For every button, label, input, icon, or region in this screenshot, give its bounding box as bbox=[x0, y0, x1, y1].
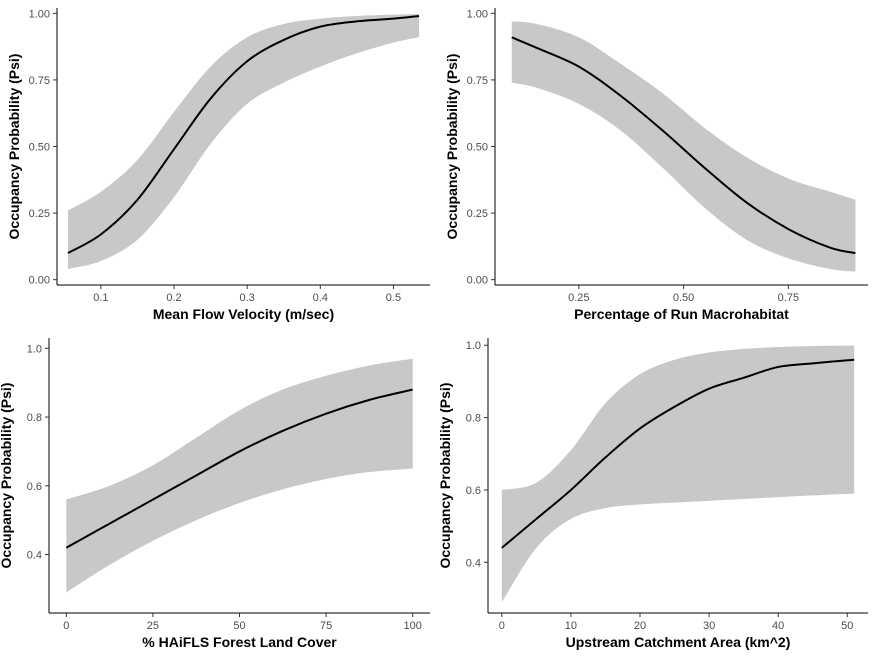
x-tick-label: 0 bbox=[63, 620, 69, 632]
panel-4: 0 10 20 30 40 50 0.4 0.6 0.8 1.0 Upstream Catchmen… bbox=[437, 338, 868, 650]
confidence-ribbon bbox=[66, 358, 413, 593]
y-tick-label: 0.8 bbox=[466, 413, 481, 425]
y-tick-label: 0.25 bbox=[467, 208, 488, 220]
panel-1: 0.1 0.2 0.3 0.4 0.5 0.00 0.25 0.50 0.75 1.00 Mean … bbox=[6, 8, 430, 322]
y-tick-label: 0.4 bbox=[27, 550, 42, 562]
y-axis-title: Occupancy Probability (Psi) bbox=[0, 383, 14, 569]
confidence-ribbon bbox=[67, 14, 420, 270]
x-tick-label: 0.1 bbox=[93, 292, 108, 304]
y-tick-label: 0.4 bbox=[466, 557, 481, 569]
y-tick-label: 0.25 bbox=[29, 208, 50, 220]
y-tick-label: 0.50 bbox=[467, 142, 488, 154]
y-tick-label: 0.75 bbox=[467, 75, 488, 87]
x-axis-title: Upstream Catchment Area (km^2) bbox=[566, 634, 791, 650]
y-tick-label: 0.00 bbox=[467, 275, 488, 287]
confidence-ribbon bbox=[511, 21, 856, 272]
x-tick-label: 0.5 bbox=[386, 292, 401, 304]
confidence-ribbon bbox=[501, 345, 855, 603]
x-tick-label: 0.50 bbox=[673, 292, 694, 304]
x-axis-title: % HAiFLS Forest Land Cover bbox=[142, 634, 337, 650]
fitted-line bbox=[501, 358, 855, 549]
y-tick-label: 0.6 bbox=[466, 485, 481, 497]
x-tick-label: 40 bbox=[772, 620, 784, 632]
x-tick-label: 0.25 bbox=[568, 292, 589, 304]
panel-3: 0 25 50 75 100 0.4 0.6 0.8 1.0 % HAiFLS Forest La… bbox=[0, 338, 430, 650]
x-tick-label: 75 bbox=[320, 620, 332, 632]
x-tick-label: 50 bbox=[841, 620, 853, 632]
y-tick-label: 0.00 bbox=[29, 275, 50, 287]
fitted-line bbox=[511, 36, 856, 255]
x-tick-label: 100 bbox=[404, 620, 422, 632]
fitted-line bbox=[65, 388, 413, 549]
x-tick-label: 0.2 bbox=[166, 292, 181, 304]
x-axis-title: Mean Flow Velocity (m/sec) bbox=[153, 306, 334, 322]
y-tick-label: 0.50 bbox=[29, 142, 50, 154]
y-tick-label: 1.00 bbox=[29, 8, 50, 20]
y-tick-label: 0.6 bbox=[27, 481, 42, 493]
x-tick-label: 10 bbox=[565, 620, 577, 632]
y-axis-title: Occupancy Probability (Psi) bbox=[444, 54, 460, 240]
y-axis-title: Occupancy Probability (Psi) bbox=[437, 383, 453, 569]
x-tick-label: 30 bbox=[703, 620, 715, 632]
panel-2: 0.25 0.50 0.75 0.00 0.25 0.50 0.75 1.00 Percenta… bbox=[444, 8, 868, 322]
x-tick-label: 0.75 bbox=[778, 292, 799, 304]
y-tick-label: 1.00 bbox=[467, 8, 488, 20]
y-tick-label: 1.0 bbox=[466, 340, 481, 352]
x-tick-label: 0.4 bbox=[313, 292, 328, 304]
y-axis-title: Occupancy Probability (Psi) bbox=[6, 54, 22, 240]
fitted-line bbox=[67, 14, 420, 254]
x-tick-label: 20 bbox=[634, 620, 646, 632]
x-tick-label: 50 bbox=[233, 620, 245, 632]
y-tick-label: 1.0 bbox=[27, 343, 42, 355]
x-tick-label: 0.3 bbox=[240, 292, 255, 304]
y-tick-label: 0.8 bbox=[27, 412, 42, 424]
y-tick-label: 0.75 bbox=[29, 75, 50, 87]
x-axis-title: Percentage of Run Macrohabitat bbox=[574, 306, 789, 322]
x-tick-label: 25 bbox=[147, 620, 159, 632]
x-tick-label: 0 bbox=[499, 620, 505, 632]
